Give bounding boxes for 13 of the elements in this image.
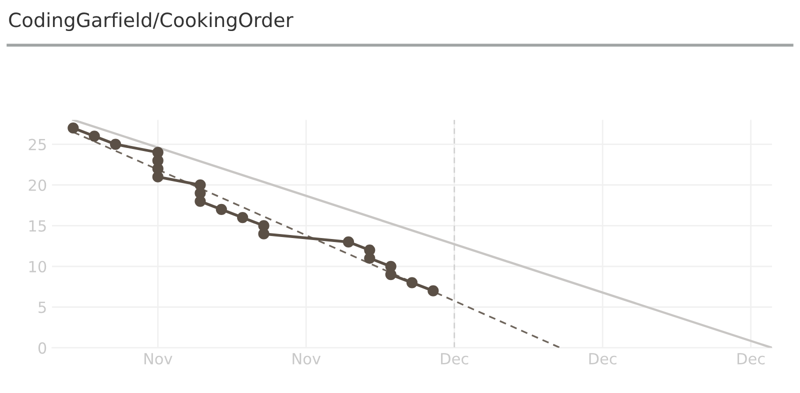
point (406, 277, 418, 288)
point (364, 252, 376, 264)
point (428, 285, 439, 296)
point (152, 171, 164, 182)
point (68, 122, 79, 134)
point (342, 236, 354, 248)
point (258, 228, 270, 240)
point (216, 204, 227, 215)
point (88, 130, 100, 142)
point (237, 212, 248, 224)
point (194, 196, 206, 207)
point (110, 138, 122, 150)
chart-title: CodingGarfield/CookingOrder (9, 12, 294, 32)
